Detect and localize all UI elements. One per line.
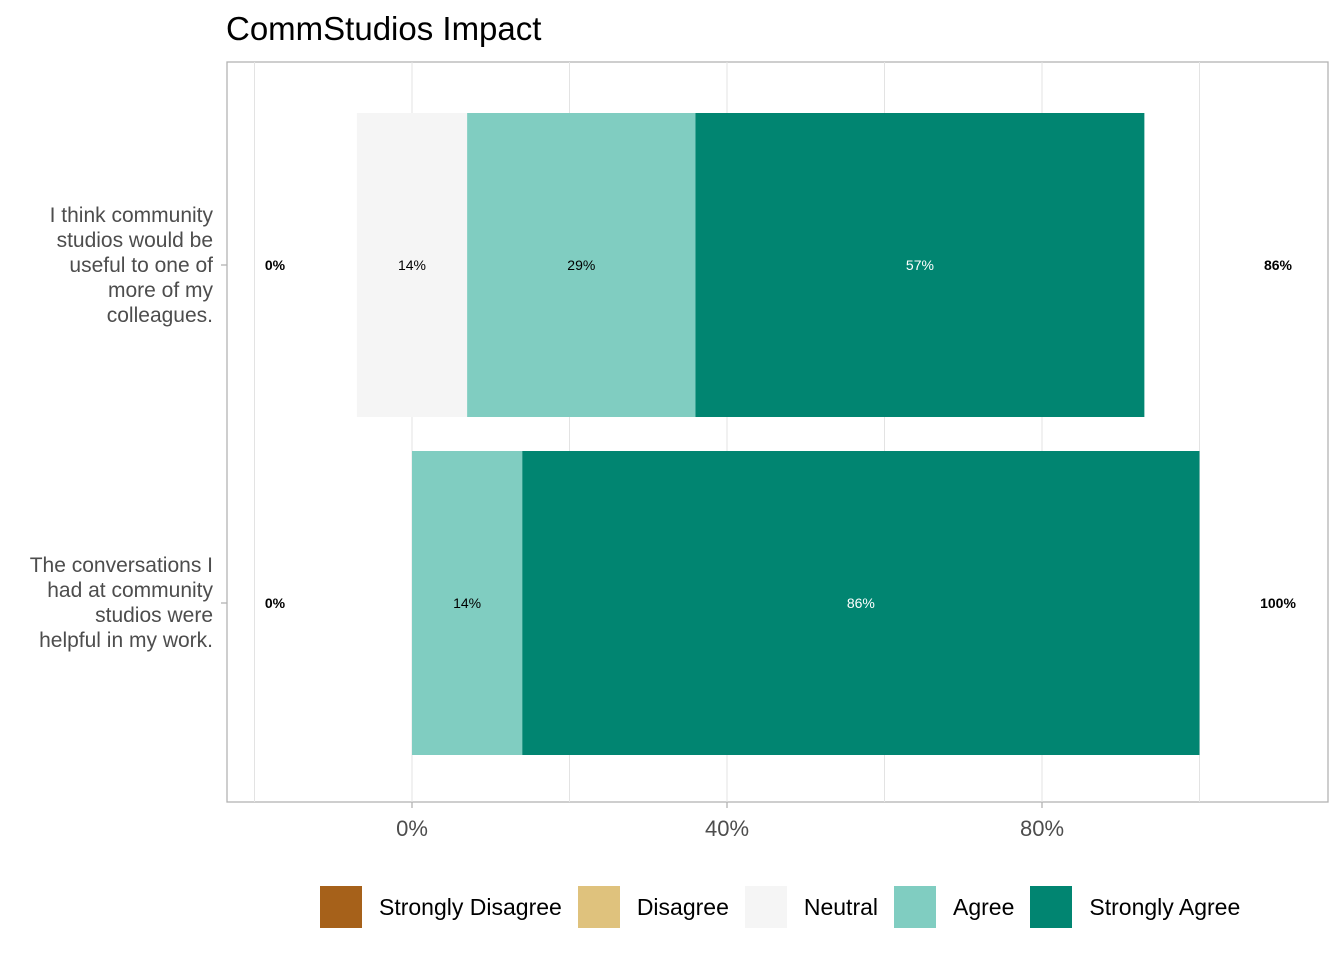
y-axis-label-line: useful to one of [69, 253, 213, 277]
bar-segment-strongly-agree [522, 451, 1200, 755]
legend-label: Strongly Disagree [379, 893, 562, 920]
legend-key-agree [894, 886, 937, 928]
bar-segment-strongly-agree [695, 113, 1145, 417]
y-axis-label-line: The conversations I [29, 554, 213, 577]
bar-segment-label: 86% [847, 595, 875, 611]
legend-item-disagree: Disagree [577, 886, 729, 928]
legend-key-strongly-disagree [320, 886, 362, 928]
high-percent-label: 86% [1264, 257, 1293, 273]
bar-segment-label: 29% [567, 257, 595, 273]
y-axis-label-line: I think community [49, 203, 213, 227]
y-axis-label-line: had at community [47, 579, 213, 602]
bar-segment-neutral [356, 113, 468, 417]
low-percent-label: 0% [265, 257, 286, 273]
legend-key-neutral [744, 886, 787, 928]
y-axis-label-line: more of my [107, 278, 213, 302]
legend-label: Strongly Agree [1089, 893, 1241, 920]
chart-title: CommStudios Impact [226, 10, 542, 47]
legend-label: Disagree [636, 893, 729, 920]
bar-segment-agree [467, 113, 696, 417]
bar-segment-label: 14% [453, 595, 481, 611]
legend-label: Agree [953, 893, 1015, 920]
plot-panel-border [226, 61, 1329, 803]
legend-label: Neutral [803, 893, 879, 920]
legend: Strongly Disagree Disagree Neutral Agree… [320, 886, 1256, 928]
legend-item-agree: Agree [894, 886, 1014, 928]
y-axis-label-line: colleagues. [106, 303, 213, 327]
y-axis-label-line: helpful in my work. [39, 629, 213, 652]
y-axis-label: I think community studios would be useful … [0, 203, 213, 328]
x-tick-label: 80% [1020, 816, 1064, 841]
legend-item-strongly-disagree: Strongly Disagree [320, 886, 562, 928]
bar-segment-label: 14% [398, 257, 426, 273]
legend-key-disagree [577, 886, 620, 928]
x-tick-label: 40% [705, 816, 749, 841]
y-axis-label-line: studios were [95, 604, 213, 627]
bar-labels: 14% 29% 57% 0% 86% 14% 86% 0% 100% [265, 257, 1297, 611]
legend-item-neutral: Neutral [744, 886, 879, 928]
high-percent-label: 100% [1260, 595, 1296, 611]
y-axis-label-line: studios would be [56, 228, 213, 252]
bar-segment-agree [412, 451, 523, 755]
low-percent-label: 0% [265, 595, 286, 611]
x-axis: 0% 40% 80% [221, 264, 1064, 841]
x-tick-label: 0% [396, 816, 428, 841]
legend-key-strongly-agree [1030, 886, 1073, 928]
bars [356, 113, 1200, 755]
bar-segment-label: 57% [906, 257, 934, 273]
legend-item-strongly-agree: Strongly Agree [1030, 886, 1240, 928]
